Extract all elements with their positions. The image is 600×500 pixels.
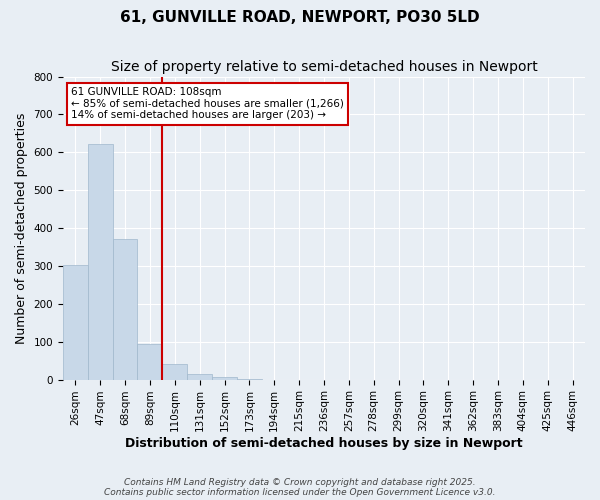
Text: Contains HM Land Registry data © Crown copyright and database right 2025.
Contai: Contains HM Land Registry data © Crown c… bbox=[104, 478, 496, 497]
Bar bbox=[88, 144, 113, 380]
Bar bbox=[187, 374, 212, 380]
Text: 61 GUNVILLE ROAD: 108sqm
← 85% of semi-detached houses are smaller (1,266)
14% o: 61 GUNVILLE ROAD: 108sqm ← 85% of semi-d… bbox=[71, 87, 344, 120]
Title: Size of property relative to semi-detached houses in Newport: Size of property relative to semi-detach… bbox=[110, 60, 538, 74]
Bar bbox=[163, 364, 187, 380]
Bar bbox=[212, 378, 237, 380]
Text: 61, GUNVILLE ROAD, NEWPORT, PO30 5LD: 61, GUNVILLE ROAD, NEWPORT, PO30 5LD bbox=[120, 10, 480, 25]
Bar bbox=[113, 240, 137, 380]
Bar bbox=[137, 344, 163, 380]
X-axis label: Distribution of semi-detached houses by size in Newport: Distribution of semi-detached houses by … bbox=[125, 437, 523, 450]
Y-axis label: Number of semi-detached properties: Number of semi-detached properties bbox=[15, 112, 28, 344]
Bar bbox=[63, 265, 88, 380]
